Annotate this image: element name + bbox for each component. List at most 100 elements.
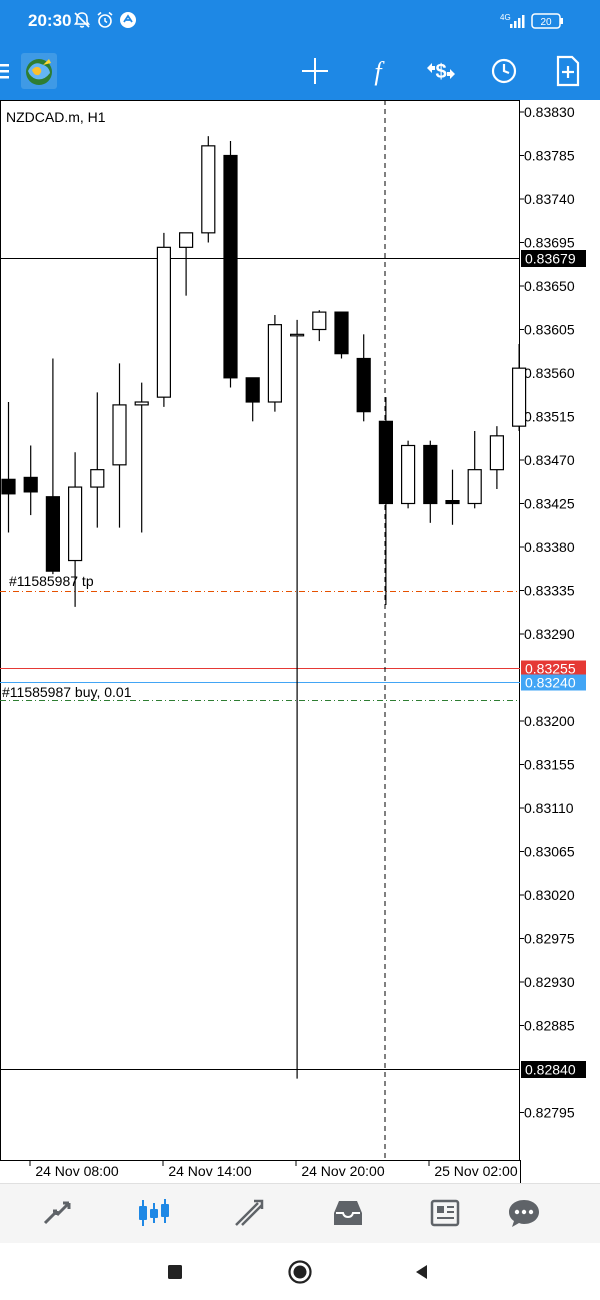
battery-level: 20 — [540, 17, 552, 28]
candle — [45, 358, 61, 575]
new-order-button[interactable] — [540, 42, 596, 100]
position-label: #11585987 buy, 0.01 — [2, 684, 132, 700]
candle-body-bearish — [445, 500, 460, 505]
signal-battery-group: 4G 20 — [500, 13, 563, 29]
time-tick-label: 24 Nov 20:00 — [301, 1163, 384, 1179]
time-axis: 24 Nov 08:00 24 Nov 14:00 24 Nov 20:00 25 N… — [29, 1160, 518, 1179]
home-button[interactable] — [280, 1253, 320, 1291]
alarm-icon — [97, 11, 113, 28]
timeframe-button[interactable] — [476, 42, 532, 100]
price-chart[interactable]: 0.83830 0.83785 0.83740 0.83695 0.83650 0.836… — [0, 100, 600, 1183]
candle-body-bearish — [223, 154, 238, 379]
back-icon — [416, 1265, 427, 1279]
chat-icon — [509, 1200, 539, 1227]
candle — [90, 392, 105, 528]
app-logo-button[interactable] — [16, 42, 62, 100]
price-tick-label: 0.83470 — [524, 452, 575, 468]
nav-quotes[interactable] — [12, 1184, 102, 1242]
app-logo-icon — [21, 53, 57, 89]
chart-area[interactable]: 0.83830 0.83785 0.83740 0.83695 0.83650 0.836… — [0, 100, 600, 1183]
recents-button[interactable] — [155, 1253, 195, 1291]
symbol-change-icon: $ — [427, 61, 455, 83]
candle — [290, 319, 305, 1079]
candle-body-bearish — [356, 357, 371, 413]
symbol-timeframe-label: NZDCAD.m, H1 — [6, 109, 106, 125]
candle-body-bearish — [1, 478, 16, 495]
time-tick-label: 24 Nov 08:00 — [35, 1163, 118, 1179]
price-tick-label: 0.83380 — [524, 539, 575, 555]
nav-chat[interactable] — [479, 1184, 569, 1242]
crosshair-icon — [302, 58, 328, 84]
candle-body-bullish — [511, 367, 527, 427]
indicators-button[interactable]: f — [350, 42, 406, 100]
candle-body-bearish — [45, 496, 61, 572]
candle — [67, 452, 83, 607]
candle-body-bearish — [423, 444, 438, 505]
time-tick-label: 24 Nov 14:00 — [168, 1163, 251, 1179]
crosshair-button[interactable] — [287, 42, 343, 100]
price-tick-label: 0.82975 — [524, 931, 575, 947]
price-tick-label: 0.83605 — [524, 322, 575, 338]
price-tick-label: 0.83425 — [524, 496, 575, 512]
price-tick-label: 0.82885 — [524, 1018, 575, 1034]
ask-price-tag: 0.83240 — [521, 674, 586, 691]
hline-upper-price: 0.83679 — [525, 251, 576, 267]
candle — [445, 469, 460, 525]
indicators-icon: f — [374, 57, 385, 86]
network-type: 4G — [500, 13, 511, 22]
nav-trade[interactable] — [205, 1184, 295, 1242]
candle — [112, 363, 127, 528]
candle-body-bullish — [179, 232, 194, 248]
chart-icon — [139, 1199, 169, 1226]
price-tick-label: 0.83830 — [524, 104, 575, 120]
candle-body-bearish — [378, 420, 393, 505]
take-profit-label: #11585987 tp — [9, 573, 94, 589]
battery-icon: 20 — [531, 13, 563, 29]
candle — [423, 440, 438, 523]
candle-body-bullish — [156, 246, 171, 398]
candle-body-bearish — [245, 377, 260, 403]
nav-news[interactable] — [400, 1184, 490, 1242]
nav-chart[interactable] — [109, 1184, 199, 1242]
bid-price-tag: 0.83255 — [521, 660, 586, 677]
price-tick-label: 0.82795 — [524, 1105, 575, 1121]
bottom-navigation — [0, 1183, 600, 1243]
time-tick-label: 25 Nov 02:00 — [434, 1163, 517, 1179]
candle — [312, 310, 327, 342]
candle-body-bullish — [90, 469, 105, 488]
candle — [223, 141, 238, 388]
candle — [179, 232, 194, 296]
price-tick-label: 0.82930 — [524, 974, 575, 990]
hline-lower-price: 0.82840 — [525, 1062, 576, 1078]
ask-price: 0.83240 — [525, 675, 576, 691]
nav-history[interactable] — [303, 1184, 393, 1242]
trade-icon — [235, 1199, 264, 1226]
candles — [1, 136, 527, 1079]
hline-lower-tag: 0.82840 — [521, 1061, 586, 1078]
status-right: 4G 20 — [500, 11, 574, 31]
candle-body-bullish — [201, 145, 216, 234]
symbol-change-button[interactable]: $ — [413, 42, 469, 100]
candle-body-bullish — [312, 311, 327, 331]
candle — [134, 382, 149, 533]
back-button[interactable] — [402, 1253, 442, 1291]
candle — [511, 344, 527, 431]
menu-button[interactable] — [0, 42, 22, 100]
recents-icon — [168, 1265, 182, 1279]
price-tick-label: 0.83695 — [524, 235, 575, 251]
svg-text:f: f — [374, 57, 385, 86]
candle-body-bullish — [134, 401, 149, 406]
mute-icon — [73, 12, 91, 28]
bid-price: 0.83255 — [525, 661, 576, 677]
candle-body-bearish — [334, 311, 349, 355]
signal-icon — [510, 15, 525, 28]
price-tick-label: 0.83785 — [524, 148, 575, 164]
new-order-icon — [556, 55, 580, 87]
candle — [401, 440, 416, 509]
candle-body-bullish — [67, 486, 83, 562]
candle-body-bullish — [112, 404, 127, 466]
price-tick-label: 0.83020 — [524, 887, 575, 903]
hline-upper-tag: 0.83679 — [521, 250, 586, 267]
candle — [467, 431, 482, 509]
candle — [245, 377, 260, 422]
